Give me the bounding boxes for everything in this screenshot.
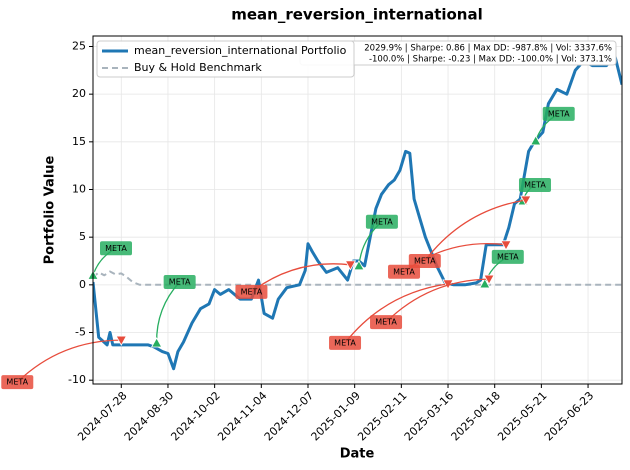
x-tick-label: 2025-03-16	[402, 389, 456, 443]
y-tick-label: 5	[79, 230, 86, 243]
annotation-box	[518, 177, 551, 192]
annotation-arrow	[16, 339, 122, 383]
annotation-box	[370, 315, 403, 330]
buy-marker	[530, 135, 542, 146]
y-tick-label: 15	[72, 135, 86, 148]
x-tick-label: 2024-11-04	[215, 389, 269, 443]
y-tick-label: 10	[72, 183, 86, 196]
y-axis-label: Portfolio Value	[43, 155, 58, 264]
sell-marker	[483, 274, 495, 285]
x-tick-label: 2024-07-28	[75, 389, 129, 443]
x-tick-label: 2024-10-02	[168, 389, 222, 443]
annotation-label: META	[334, 338, 356, 347]
annotation-box	[365, 214, 398, 229]
annotation-arrow	[424, 199, 526, 262]
annotation-box	[491, 249, 524, 264]
x-tick-label: 2025-06-23	[542, 389, 596, 443]
y-tick-label: 0	[79, 278, 86, 291]
buy-marker	[353, 259, 365, 271]
sell-marker	[520, 195, 532, 206]
x-tick-label: 2025-05-21	[495, 389, 549, 443]
annotation-box	[1, 375, 34, 390]
stats-text: -100.0% | Sharpe: -0.23 | Max DD: -100.0…	[369, 55, 612, 65]
x-tick-label: 2024-12-07	[262, 389, 316, 443]
annotation-label: META	[105, 244, 127, 253]
annotation-label: META	[6, 378, 28, 387]
annotation-box	[542, 106, 575, 121]
annotation-label: META	[497, 252, 519, 261]
sell-marker	[344, 260, 357, 271]
x-tick-label: 2025-01-09	[309, 389, 363, 443]
annotation-label: META	[169, 278, 191, 287]
buy-marker	[150, 337, 163, 348]
x-tick-label: 2025-04-18	[449, 389, 503, 443]
sell-marker	[115, 335, 127, 346]
annotation-box	[329, 335, 362, 350]
y-tick-label: 25	[72, 39, 86, 52]
x-tick-label: 2024-08-30	[122, 389, 176, 443]
annotation-box	[235, 284, 268, 299]
stats-text: 2029.9% | Sharpe: 0.86 | Max DD: -987.8%…	[364, 44, 612, 54]
legend-label: Buy & Hold Benchmark	[134, 61, 262, 74]
annotation-label: META	[375, 318, 397, 327]
annotation-box	[388, 264, 421, 279]
annotation-label: META	[241, 287, 263, 296]
buy-marker	[479, 278, 491, 289]
annotation-label: META	[414, 256, 436, 265]
annotation-label: META	[548, 109, 570, 118]
series-line	[93, 270, 622, 286]
x-tick-label: 2025-02-11	[355, 389, 409, 443]
y-tick-label: 20	[72, 87, 86, 100]
y-tick-label: -5	[75, 326, 86, 339]
axes-frame	[92, 35, 623, 385]
annotation-arrow	[344, 283, 449, 344]
annotation-box	[100, 241, 132, 256]
sell-marker	[500, 240, 512, 251]
legend-label: mean_reversion_international Portfolio	[134, 44, 347, 57]
x-axis-label: Date	[340, 447, 375, 462]
annotation-label: META	[524, 180, 546, 189]
y-tick-label: -10	[68, 373, 86, 386]
chart-title: mean_reversion_international	[231, 6, 483, 24]
series-line	[93, 54, 622, 371]
legend-box	[96, 40, 355, 78]
annotation-box	[408, 253, 441, 268]
annotation-box	[163, 275, 196, 290]
annotation-label: META	[393, 267, 415, 276]
annotation-arrow	[385, 278, 490, 323]
annotation-label: META	[371, 217, 393, 226]
